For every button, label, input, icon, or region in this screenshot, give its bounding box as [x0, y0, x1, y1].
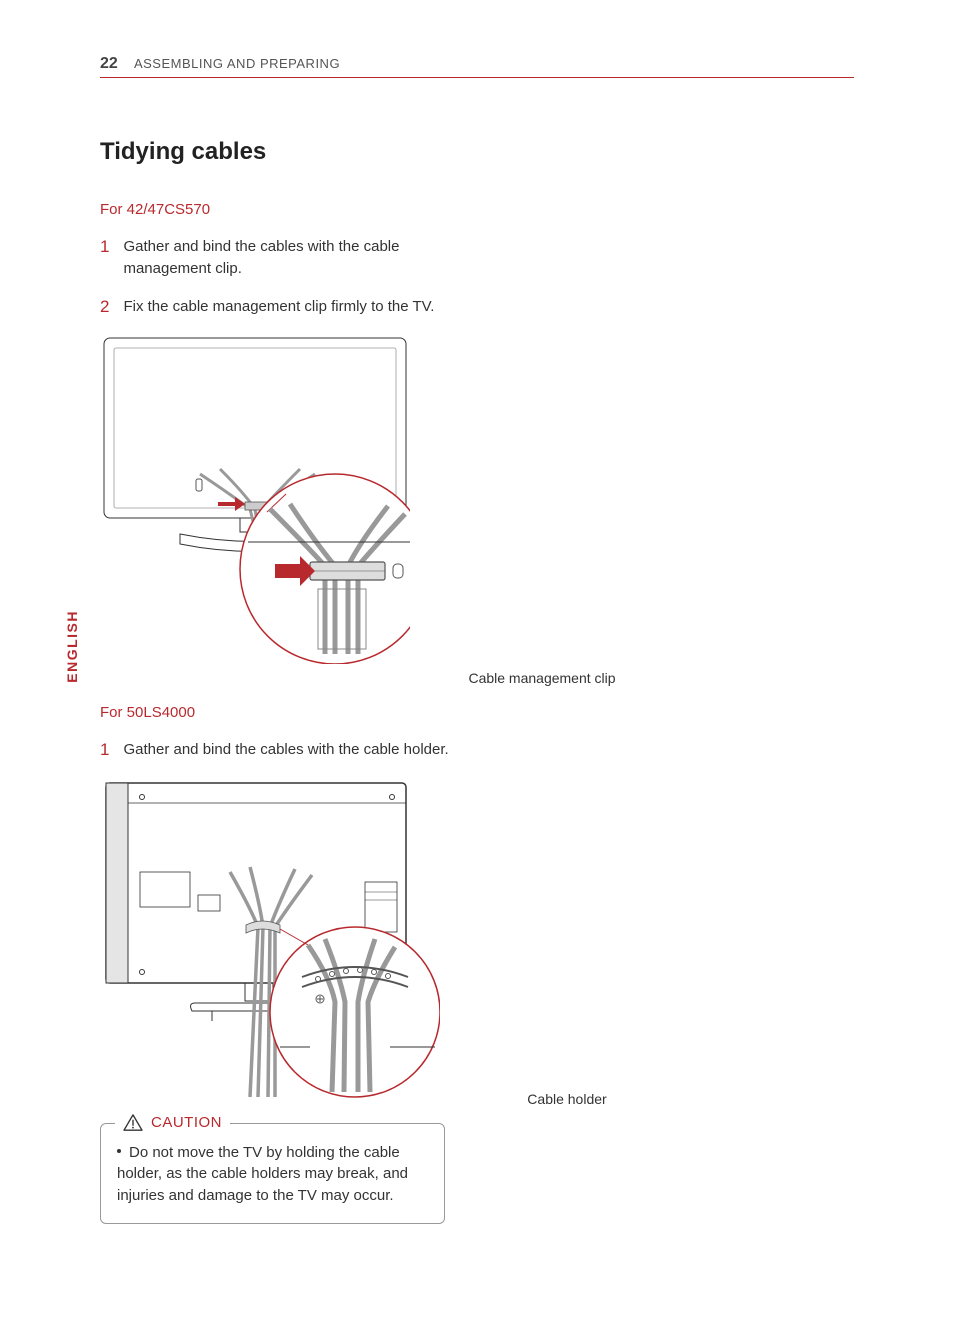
caution-text: Do not move the TV by holding the cable …	[117, 1142, 428, 1207]
diagram-caption-1: Cable management clip	[230, 670, 854, 686]
page-number: 22	[100, 55, 118, 72]
step-number: 1	[100, 236, 109, 258]
page-title: Tidying cables	[100, 138, 854, 166]
step-number: 1	[100, 739, 109, 761]
section-cs570: For 42/47CS570 1 Gather and bind the cab…	[100, 201, 854, 686]
diagram-cable-holder	[100, 777, 440, 1111]
language-side-tab: ENGLISH	[64, 610, 80, 683]
caution-header: CAUTION	[115, 1114, 230, 1132]
step-text: Gather and bind the cables with the cabl…	[123, 236, 480, 280]
step-text: Gather and bind the cables with the cabl…	[123, 739, 448, 761]
step-item: 1 Gather and bind the cables with the ca…	[100, 236, 480, 280]
section-ls4000: For 50LS4000 1 Gather and bind the cable…	[100, 704, 854, 1107]
step-list-2: 1 Gather and bind the cables with the ca…	[100, 739, 854, 761]
bullet-icon	[117, 1149, 121, 1153]
step-item: 1 Gather and bind the cables with the ca…	[100, 739, 480, 761]
model-label-2: For 50LS4000	[100, 704, 854, 721]
page-header: 22 ASSEMBLING AND PREPARING	[100, 55, 854, 78]
model-label-1: For 42/47CS570	[100, 201, 854, 218]
caution-body: Do not move the TV by holding the cable …	[117, 1144, 408, 1205]
caution-triangle-icon	[123, 1114, 143, 1132]
header-section-title: ASSEMBLING AND PREPARING	[134, 56, 340, 71]
step-text: Fix the cable management clip firmly to …	[123, 296, 434, 318]
diagram-cable-clip	[100, 334, 410, 668]
step-number: 2	[100, 296, 109, 318]
caution-box: CAUTION Do not move the TV by holding th…	[100, 1123, 445, 1224]
step-item: 2 Fix the cable management clip firmly t…	[100, 296, 480, 318]
step-list-1: 1 Gather and bind the cables with the ca…	[100, 236, 854, 318]
caution-label: CAUTION	[151, 1114, 222, 1131]
